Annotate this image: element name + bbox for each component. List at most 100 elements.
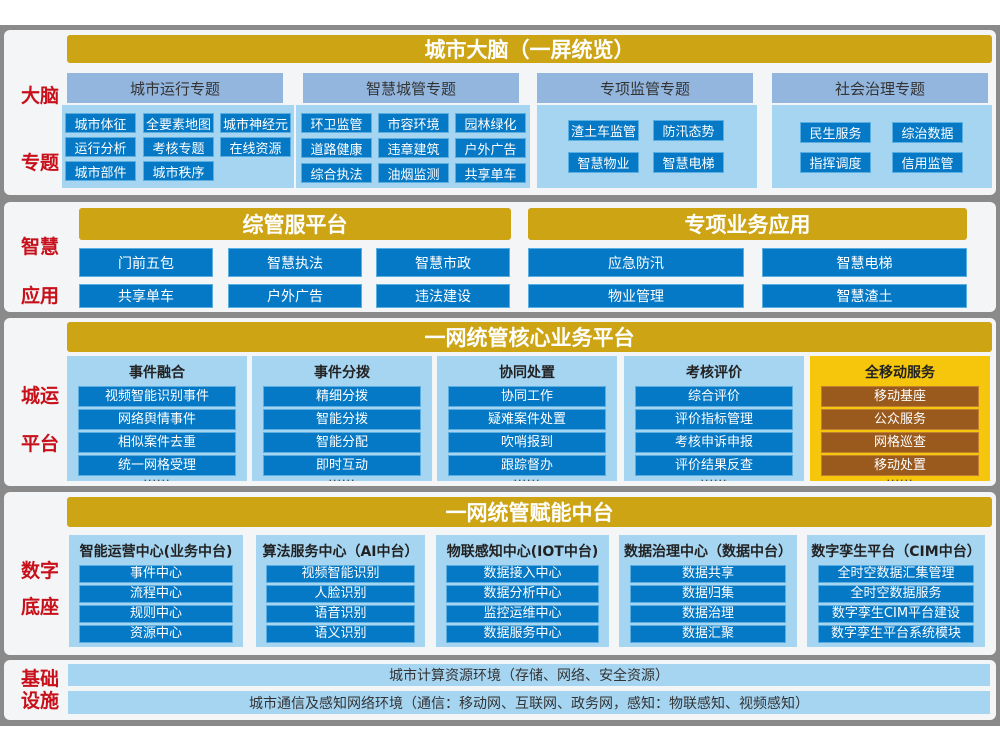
theme-item-button[interactable]: 户外广告 xyxy=(455,138,526,158)
ops-item[interactable]: 公众服务 xyxy=(820,409,980,430)
theme-item-button[interactable]: 共享单车 xyxy=(455,163,526,183)
ops-item[interactable]: 考核申诉申报 xyxy=(634,432,794,453)
base-item[interactable]: 全时空数据服务 xyxy=(817,585,975,603)
base-column: 智能运营中心(业务中台) 事件中心流程中心规则中心资源中心 xyxy=(69,535,243,647)
base-item[interactable]: 资源中心 xyxy=(79,625,233,643)
ops-item[interactable]: 移动处置 xyxy=(820,455,980,476)
ops-item[interactable]: 评价结果反查 xyxy=(634,455,794,476)
ops-column-title: 事件分拨 xyxy=(314,365,370,381)
app-button[interactable]: 违法建设 xyxy=(376,284,510,308)
ops-item[interactable]: 即时互动 xyxy=(262,455,422,476)
theme-item-button[interactable]: 城市体征 xyxy=(65,113,136,133)
base-item[interactable]: 全时空数据汇集管理 xyxy=(817,565,975,583)
theme-header: 专项监管专题 xyxy=(537,73,753,103)
base-column-title: 物联感知中心(IOT中台) xyxy=(446,544,599,560)
theme-header: 社会治理专题 xyxy=(772,73,988,103)
theme-item-button[interactable]: 综合执法 xyxy=(301,163,372,183)
theme-item-button[interactable]: 渣土车监管 xyxy=(568,120,639,141)
app-button[interactable]: 智慧执法 xyxy=(228,248,362,277)
base-item[interactable]: 数据汇聚 xyxy=(629,625,787,643)
theme-item-button[interactable]: 在线资源 xyxy=(220,137,291,157)
ops-item[interactable]: 精细分拨 xyxy=(262,386,422,407)
theme-item-button[interactable]: 指挥调度 xyxy=(800,152,871,173)
ops-column: 事件融合 视频智能识别事件 网络舆情事件 相似案件去重 统一网格受理 ······ xyxy=(67,356,247,486)
theme-item-button[interactable]: 综治数据 xyxy=(892,122,963,143)
ops-item[interactable]: 智能分拨 xyxy=(262,409,422,430)
ops-item[interactable]: 视频智能识别事件 xyxy=(77,386,237,407)
theme-item-button[interactable]: 城市部件 xyxy=(65,161,136,181)
base-item[interactable]: 监控运维中心 xyxy=(446,605,599,623)
base-item[interactable]: 数据接入中心 xyxy=(446,565,599,583)
theme-item-button[interactable]: 油烟监测 xyxy=(378,163,449,183)
ops-item[interactable]: 疑难案件处置 xyxy=(447,409,607,430)
app-button[interactable]: 智慧市政 xyxy=(376,248,510,277)
side-label: 底座 xyxy=(20,596,59,618)
base-column: 算法服务中心（AI中台） 视频智能识别 人脸识别语音识别语义识别 xyxy=(256,535,425,647)
base-item[interactable]: 语音识别 xyxy=(266,605,415,623)
ops-item[interactable]: 网格巡查 xyxy=(820,432,980,453)
ops-column: 全移动服务 移动基座 公众服务 网格巡查 移动处置 ······ xyxy=(810,356,990,486)
ops-more-dots: ······ xyxy=(700,474,728,487)
ops-item[interactable]: 移动基座 xyxy=(820,386,980,407)
ops-item[interactable]: 吹哨报到 xyxy=(447,432,607,453)
theme-body xyxy=(537,105,757,188)
base-item[interactable]: 规则中心 xyxy=(79,605,233,623)
theme-item-button[interactable]: 道路健康 xyxy=(301,138,372,158)
base-item[interactable]: 视频智能识别 xyxy=(266,565,415,583)
theme-item-button[interactable]: 城市秩序 xyxy=(143,161,214,181)
base-column-title: 智能运营中心(业务中台) xyxy=(79,544,233,560)
ops-column-title: 考核评价 xyxy=(686,365,742,381)
ops-item[interactable]: 评价指标管理 xyxy=(634,409,794,430)
base-column-title: 算法服务中心（AI中台） xyxy=(262,544,419,560)
ops-item[interactable]: 网络舆情事件 xyxy=(77,409,237,430)
base-item[interactable]: 人脸识别 xyxy=(266,585,415,603)
base-column: 物联感知中心(IOT中台) 数据接入中心 数据分析中心 监控运维中心 数据服务中心 xyxy=(436,535,609,647)
theme-item-button[interactable]: 民生服务 xyxy=(800,122,871,143)
base-item[interactable]: 数字孪生平台系统模块 xyxy=(817,625,975,643)
theme-item-button[interactable]: 智慧电梯 xyxy=(653,152,724,173)
theme-item-button[interactable]: 全要素地图 xyxy=(143,113,214,133)
ops-item[interactable]: 协同工作 xyxy=(447,386,607,407)
ops-item[interactable]: 跟踪督办 xyxy=(447,455,607,476)
base-item[interactable]: 数字孪生CIM平台建设 xyxy=(817,605,975,623)
base-item[interactable]: 数据分析中心 xyxy=(446,585,599,603)
ops-platform-panel: 城运 平台 一网统管核心业务平台 事件融合 视频智能识别事件 网络舆情事件 相似案件去… xyxy=(4,318,996,486)
side-label: 基础 xyxy=(20,668,59,690)
theme-item-button[interactable]: 违章建筑 xyxy=(378,138,449,158)
theme-header: 智慧城管专题 xyxy=(303,73,519,103)
ops-item[interactable]: 相似案件去重 xyxy=(77,432,237,453)
ops-column: 协同处置 协同工作 疑难案件处置 吹哨报到 跟踪督办 ······ xyxy=(437,356,617,486)
app-button[interactable]: 门前五包 xyxy=(79,248,213,277)
theme-item-button[interactable]: 园林绿化 xyxy=(455,113,526,133)
side-label: 智慧 xyxy=(20,236,59,258)
theme-item-button[interactable]: 考核专题 xyxy=(143,137,214,157)
ops-column: 事件分拨 精细分拨 智能分拨 智能分配 即时互动 ······ xyxy=(252,356,432,486)
base-item[interactable]: 语义识别 xyxy=(266,625,415,643)
app-button[interactable]: 应急防汛 xyxy=(528,248,744,277)
app-button[interactable]: 户外广告 xyxy=(228,284,362,308)
infrastructure-panel: 基础 设施 城市计算资源环境（存储、网络、安全资源） 城市通信及感知网络环境（通… xyxy=(4,660,996,720)
theme-item-button[interactable]: 运行分析 xyxy=(65,137,136,157)
theme-item-button[interactable]: 环卫监管 xyxy=(301,113,372,133)
theme-item-button[interactable]: 信用监管 xyxy=(892,152,963,173)
ops-item[interactable]: 智能分配 xyxy=(262,432,422,453)
theme-item-button[interactable]: 防汛态势 xyxy=(653,120,724,141)
apps-right-title: 专项业务应用 xyxy=(528,208,967,240)
base-item[interactable]: 流程中心 xyxy=(79,585,233,603)
city-brain-panel: 大脑 专题 城市大脑（一屏统览） 城市运行专题 智慧城管专题 专项监管专题 社会治理专… xyxy=(4,30,996,195)
app-button[interactable]: 物业管理 xyxy=(528,284,744,308)
base-item[interactable]: 数据归集 xyxy=(629,585,787,603)
base-item[interactable]: 数据共享 xyxy=(629,565,787,583)
infra-row: 城市通信及感知网络环境（通信：移动网、互联网、政务网，感知：物联感知、视频感知） xyxy=(68,691,990,714)
base-item[interactable]: 事件中心 xyxy=(79,565,233,583)
app-button[interactable]: 智慧渣土 xyxy=(762,284,967,308)
theme-item-button[interactable]: 智慧物业 xyxy=(568,152,639,173)
base-item[interactable]: 数据服务中心 xyxy=(446,625,599,643)
ops-item[interactable]: 统一网格受理 xyxy=(77,455,237,476)
base-item[interactable]: 数据治理 xyxy=(629,605,787,623)
ops-item[interactable]: 综合评价 xyxy=(634,386,794,407)
app-button[interactable]: 智慧电梯 xyxy=(762,248,967,277)
app-button[interactable]: 共享单车 xyxy=(79,284,213,308)
theme-item-button[interactable]: 市容环境 xyxy=(378,113,449,133)
theme-item-button[interactable]: 城市神经元 xyxy=(220,113,291,133)
